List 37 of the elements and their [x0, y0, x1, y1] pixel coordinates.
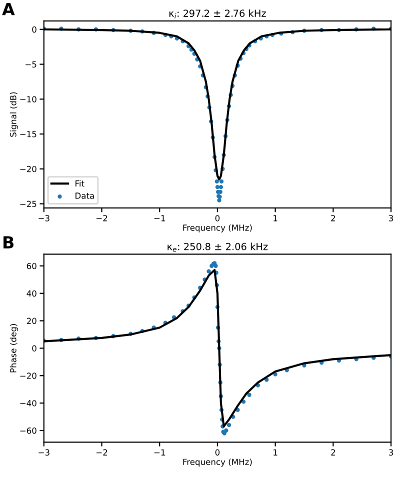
y-tick-label: −20: [20, 166, 36, 172]
chart-title: κ$_{i}$: 297.2 ± 2.76 kHz: [169, 9, 266, 18]
y-tick-label: −20: [20, 372, 36, 379]
y-tick-label: 0: [32, 26, 36, 33]
legend-label: Fit: [76, 180, 84, 187]
y-tick-label: −60: [20, 428, 36, 434]
y-tick-label: 60: [26, 262, 36, 270]
y-tick-label: −15: [20, 131, 36, 138]
x-tick-label: −3: [38, 215, 50, 222]
y-tick-label: −25: [20, 200, 36, 208]
y-axis-title: Signal (dB): [10, 92, 18, 137]
x-tick-label: −2: [96, 449, 108, 456]
text: A: [2, 2, 15, 16]
text: B: [4, 236, 14, 248]
legend-label: Data: [76, 192, 94, 199]
x-tick-label: 2: [331, 449, 335, 456]
y-tick-label: 20: [26, 318, 36, 324]
y-tick-label: −40: [20, 400, 36, 406]
x-axis-title: Frequency (MHz): [183, 224, 252, 232]
x-axis-title: Frequency (MHz): [183, 458, 252, 467]
y-axis-title: Phase (deg): [10, 324, 18, 372]
x-tick-label: 3: [389, 449, 394, 456]
y-tick-label: 0: [32, 345, 36, 352]
x-tick-label: −1: [154, 215, 165, 222]
x-tick-label: 0: [215, 215, 220, 222]
y-tick-label: −5: [26, 61, 36, 68]
x-tick-label: 1: [274, 215, 278, 222]
x-tick-label: 1: [274, 449, 278, 456]
x-tick-label: 3: [389, 215, 394, 222]
x-tick-label: −1: [154, 449, 165, 456]
y-tick-label: −10: [20, 96, 36, 102]
x-tick-label: 0: [215, 449, 220, 456]
x-tick-label: 2: [331, 215, 335, 222]
x-tick-label: −3: [38, 449, 50, 456]
x-tick-label: −2: [96, 215, 108, 222]
y-tick-label: 40: [26, 290, 36, 297]
chart-title: κ$_{e}$: 250.8 ± 2.06 kHz: [168, 242, 268, 252]
